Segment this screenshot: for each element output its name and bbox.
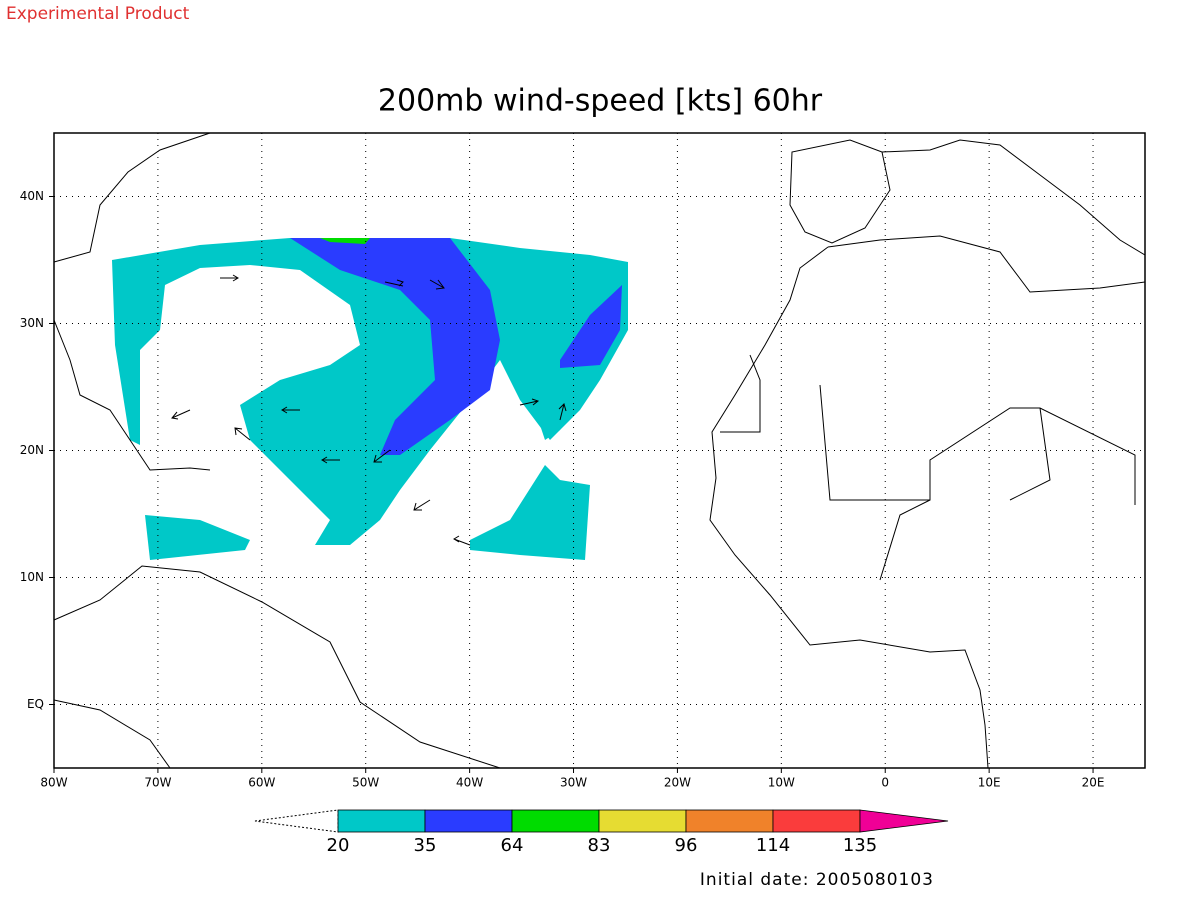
colorbar-label: 96 (675, 835, 698, 856)
colorbar-label: 35 (414, 835, 437, 856)
colorbar-box (511, 809, 600, 833)
lon-tick-label: 70W (144, 776, 171, 790)
lon-tick-label: 20E (1082, 776, 1105, 790)
lon-tick-label: 0 (881, 776, 889, 790)
initial-date: Initial date: 2005080103 (700, 870, 934, 890)
colorbar-low-arrow (254, 809, 339, 833)
lon-tick-label: 30W (560, 776, 587, 790)
lat-tick-label: EQ (27, 697, 44, 711)
colorbar-label: 83 (588, 835, 611, 856)
lon-tick-label: 40W (456, 776, 483, 790)
colorbar-label: 114 (756, 835, 790, 856)
lon-tick-label: 10W (768, 776, 795, 790)
wind-vectors (171, 274, 567, 546)
lon-tick-label: 80W (40, 776, 67, 790)
lon-tick-label: 10E (978, 776, 1001, 790)
colorbar-box (685, 809, 774, 833)
colorbar-box (337, 809, 426, 833)
map-title: 200mb wind-speed [kts] 60hr (378, 84, 823, 119)
coastlines (53, 132, 1146, 769)
lat-tick-label: 30N (20, 316, 44, 330)
wind-area (470, 465, 590, 560)
colorbar-box (772, 809, 861, 833)
lat-tick-label: 10N (20, 570, 44, 584)
wind-area (320, 238, 370, 244)
colorbar-label: 135 (843, 835, 877, 856)
wind-area (560, 285, 622, 368)
lon-tick-label: 20W (664, 776, 691, 790)
lat-tick-label: 40N (20, 189, 44, 203)
wind-field (112, 238, 628, 560)
lon-tick-label: 60W (248, 776, 275, 790)
wind-area (290, 238, 500, 455)
colorbar-high-arrow (859, 809, 949, 833)
lon-tick-label: 50W (352, 776, 379, 790)
header-note: Experimental Product (6, 4, 190, 24)
wind-area (112, 238, 628, 545)
colorbar-label: 20 (327, 835, 350, 856)
colorbar-box (424, 809, 513, 833)
colorbar-box (598, 809, 687, 833)
map-frame (53, 132, 1146, 769)
lat-tick-label: 20N (20, 443, 44, 457)
wind-area (145, 515, 250, 560)
colorbar-label: 64 (501, 835, 524, 856)
